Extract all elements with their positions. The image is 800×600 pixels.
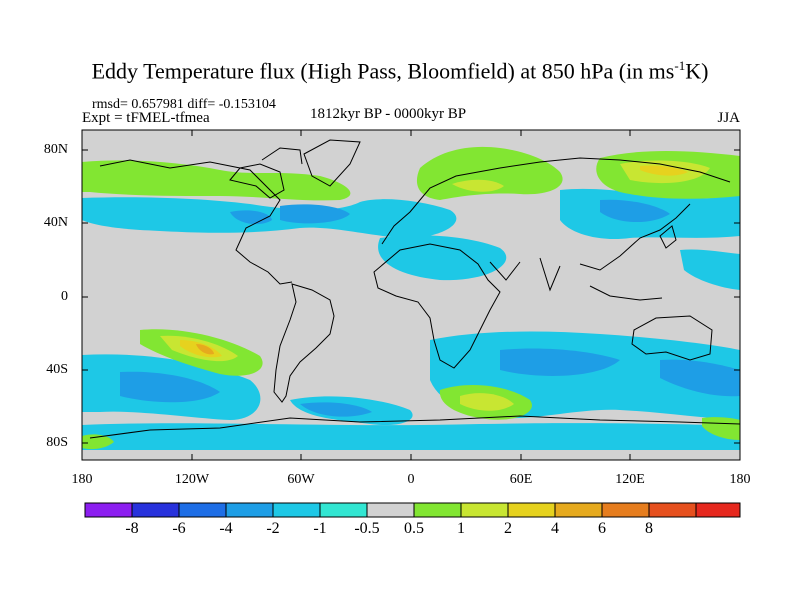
lon-tick-label: 60E: [509, 472, 533, 487]
colorbar-label: 4: [551, 520, 559, 537]
lat-tick-label: 80N: [43, 142, 68, 157]
lon-tick-label: 120E: [615, 472, 645, 487]
colorbar-swatch: [178, 502, 227, 518]
colorbar-label: -8: [125, 520, 139, 537]
colorbar: [84, 502, 741, 518]
north-america-coast: [99, 159, 293, 285]
colorbar-label: 0.5: [404, 520, 424, 537]
chart-title: Eddy Temperature flux (High Pass, Bloomf…: [0, 58, 800, 84]
lat-tick-label: 40S: [46, 362, 68, 377]
colorbar-swatch: [601, 502, 650, 518]
stats-label: rmsd= 0.657981 diff= -0.153104: [92, 97, 276, 112]
axis-ticks: [82, 130, 740, 460]
colorbar-swatch: [366, 502, 415, 518]
colorbar-label: -6: [172, 520, 186, 537]
colorbar-label: -1: [313, 520, 327, 537]
lat-tick-label: 80S: [46, 435, 68, 450]
lon-tick-label: 0: [407, 472, 415, 487]
colorbar-swatch: [648, 502, 697, 518]
title-main: Eddy Temperature flux (High Pass, Bloomf…: [91, 58, 675, 84]
title-unit-end: K): [685, 58, 709, 84]
maritime-continent-coast: [589, 285, 663, 301]
colorbar-swatch: [272, 502, 321, 518]
greenland-coast: [303, 139, 361, 187]
lon-tick-label: 120W: [174, 472, 210, 487]
map-panel: [82, 130, 740, 460]
colorbar-label: 6: [598, 520, 606, 537]
colorbar-label: -2: [266, 520, 280, 537]
colorbar-label: -4: [219, 520, 233, 537]
lon-tick-label: 180: [729, 472, 751, 487]
colorbar-swatch: [84, 502, 133, 518]
japan-coast: [659, 225, 677, 249]
colorbar-swatch: [695, 502, 741, 518]
africa-coast: [373, 243, 501, 369]
colorbar-swatch: [554, 502, 603, 518]
colorbar-swatch: [319, 502, 368, 518]
colorbar-swatch: [413, 502, 462, 518]
colorbar-swatch: [225, 502, 274, 518]
hudson-bay-coast: [229, 163, 285, 199]
arabia-coast: [489, 261, 521, 281]
colorbar-swatch: [460, 502, 509, 518]
australia-coast: [631, 315, 713, 361]
india-coast: [539, 257, 561, 292]
colorbar-label: -0.5: [354, 520, 380, 537]
colorbar-label: 8: [645, 520, 653, 537]
east-asia-coast: [579, 203, 691, 271]
arctic-archipelago-coast: [261, 147, 303, 165]
colorbar-swatch: [507, 502, 556, 518]
title-unit-exponent: -1: [674, 58, 686, 73]
south-america-coast: [273, 283, 335, 403]
experiment-label: Expt = tFMEL-tfmea: [82, 110, 210, 126]
colorbar-label: 1: [457, 520, 465, 537]
antarctica-coast: [89, 415, 740, 439]
colorbar-swatch: [131, 502, 180, 518]
lat-tick-label: 40N: [43, 215, 68, 230]
eurasia-north-coast: [381, 157, 731, 245]
lon-tick-label: 180: [71, 472, 93, 487]
period-label: 1812kyr BP - 0000kyr BP: [310, 106, 467, 122]
colorbar-label: 2: [504, 520, 512, 537]
season-label: JJA: [717, 110, 740, 126]
lat-tick-label: 0: [61, 289, 68, 304]
coastlines: [89, 139, 740, 439]
lon-tick-label: 60W: [287, 472, 315, 487]
